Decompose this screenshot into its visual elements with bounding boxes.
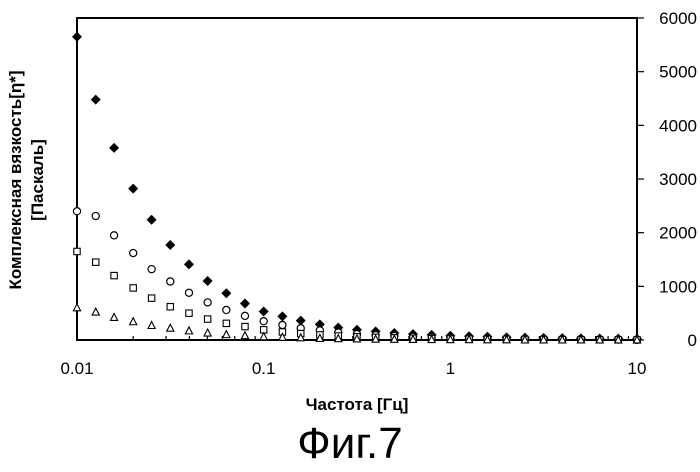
- data-point: [74, 248, 80, 254]
- data-point: [165, 240, 175, 250]
- data-point: [184, 259, 194, 269]
- data-point: [221, 288, 231, 298]
- data-point: [109, 143, 119, 153]
- data-point: [110, 313, 117, 320]
- data-point: [260, 318, 267, 325]
- data-point: [223, 320, 229, 326]
- x-axis-tick-labels: 0.01 0.1 1 10: [60, 359, 646, 378]
- y-axis-ticks: [637, 18, 644, 340]
- data-point: [241, 312, 248, 319]
- data-point: [92, 212, 99, 219]
- data-point: [260, 333, 267, 340]
- y-axis-title-line-2: [Паскаль]: [28, 139, 47, 221]
- series-triangle-open: [73, 304, 640, 343]
- series-diamond-filled: [72, 32, 642, 344]
- y-tick-label: 5000: [659, 63, 697, 82]
- data-point: [186, 310, 192, 316]
- y-axis-title: Комплексная вязкость[η*] [Паскаль]: [6, 70, 47, 289]
- data-point: [241, 332, 248, 339]
- x-tick-label: 0.01: [60, 359, 93, 378]
- data-point: [223, 331, 230, 338]
- y-axis-title-line-1: Комплексная вязкость[η*]: [6, 70, 25, 289]
- data-point: [73, 304, 80, 311]
- data-point: [279, 321, 286, 328]
- data-point: [148, 322, 155, 329]
- data-point: [242, 323, 248, 329]
- plot-frame: [77, 18, 637, 340]
- data-point: [259, 307, 269, 317]
- x-tick-label: 1: [446, 359, 455, 378]
- y-tick-label: 6000: [659, 9, 697, 28]
- scatter-chart: 0.01 0.1 1 10 0 1000 2000 3000 4000 5000 6000 Час…: [0, 0, 700, 420]
- data-point: [204, 316, 210, 322]
- data-point: [204, 329, 211, 336]
- data-point: [185, 289, 192, 296]
- data-point: [148, 295, 154, 301]
- x-tick-label: 10: [628, 359, 647, 378]
- data-point: [72, 32, 82, 42]
- y-tick-label: 2000: [659, 224, 697, 243]
- y-axis-tick-labels: 0 1000 2000 3000 4000 5000 6000: [659, 9, 697, 350]
- data-point: [91, 95, 101, 105]
- data-point: [111, 272, 117, 278]
- data-point: [93, 259, 99, 265]
- data-point: [167, 304, 173, 310]
- data-point: [203, 276, 213, 286]
- data-point: [128, 184, 138, 194]
- series-circle-open: [73, 208, 640, 344]
- data-point: [148, 266, 155, 273]
- data-point: [240, 299, 250, 309]
- y-tick-label: 1000: [659, 277, 697, 296]
- y-tick-label: 4000: [659, 116, 697, 135]
- y-tick-label: 0: [688, 331, 697, 350]
- data-point: [167, 278, 174, 285]
- data-point: [204, 299, 211, 306]
- data-points: [72, 32, 642, 344]
- data-point: [167, 324, 174, 331]
- data-point: [110, 232, 117, 239]
- data-point: [130, 318, 137, 325]
- data-point: [73, 208, 80, 215]
- data-point: [92, 308, 99, 315]
- data-point: [185, 327, 192, 334]
- data-point: [147, 215, 157, 225]
- data-point: [130, 249, 137, 256]
- y-tick-label: 3000: [659, 170, 697, 189]
- x-axis-title: Частота [Гц]: [306, 395, 409, 414]
- data-point: [277, 311, 287, 321]
- data-point: [130, 285, 136, 291]
- x-tick-label: 0.1: [252, 359, 276, 378]
- data-point: [223, 306, 230, 313]
- figure-caption: Фиг.7: [0, 420, 700, 468]
